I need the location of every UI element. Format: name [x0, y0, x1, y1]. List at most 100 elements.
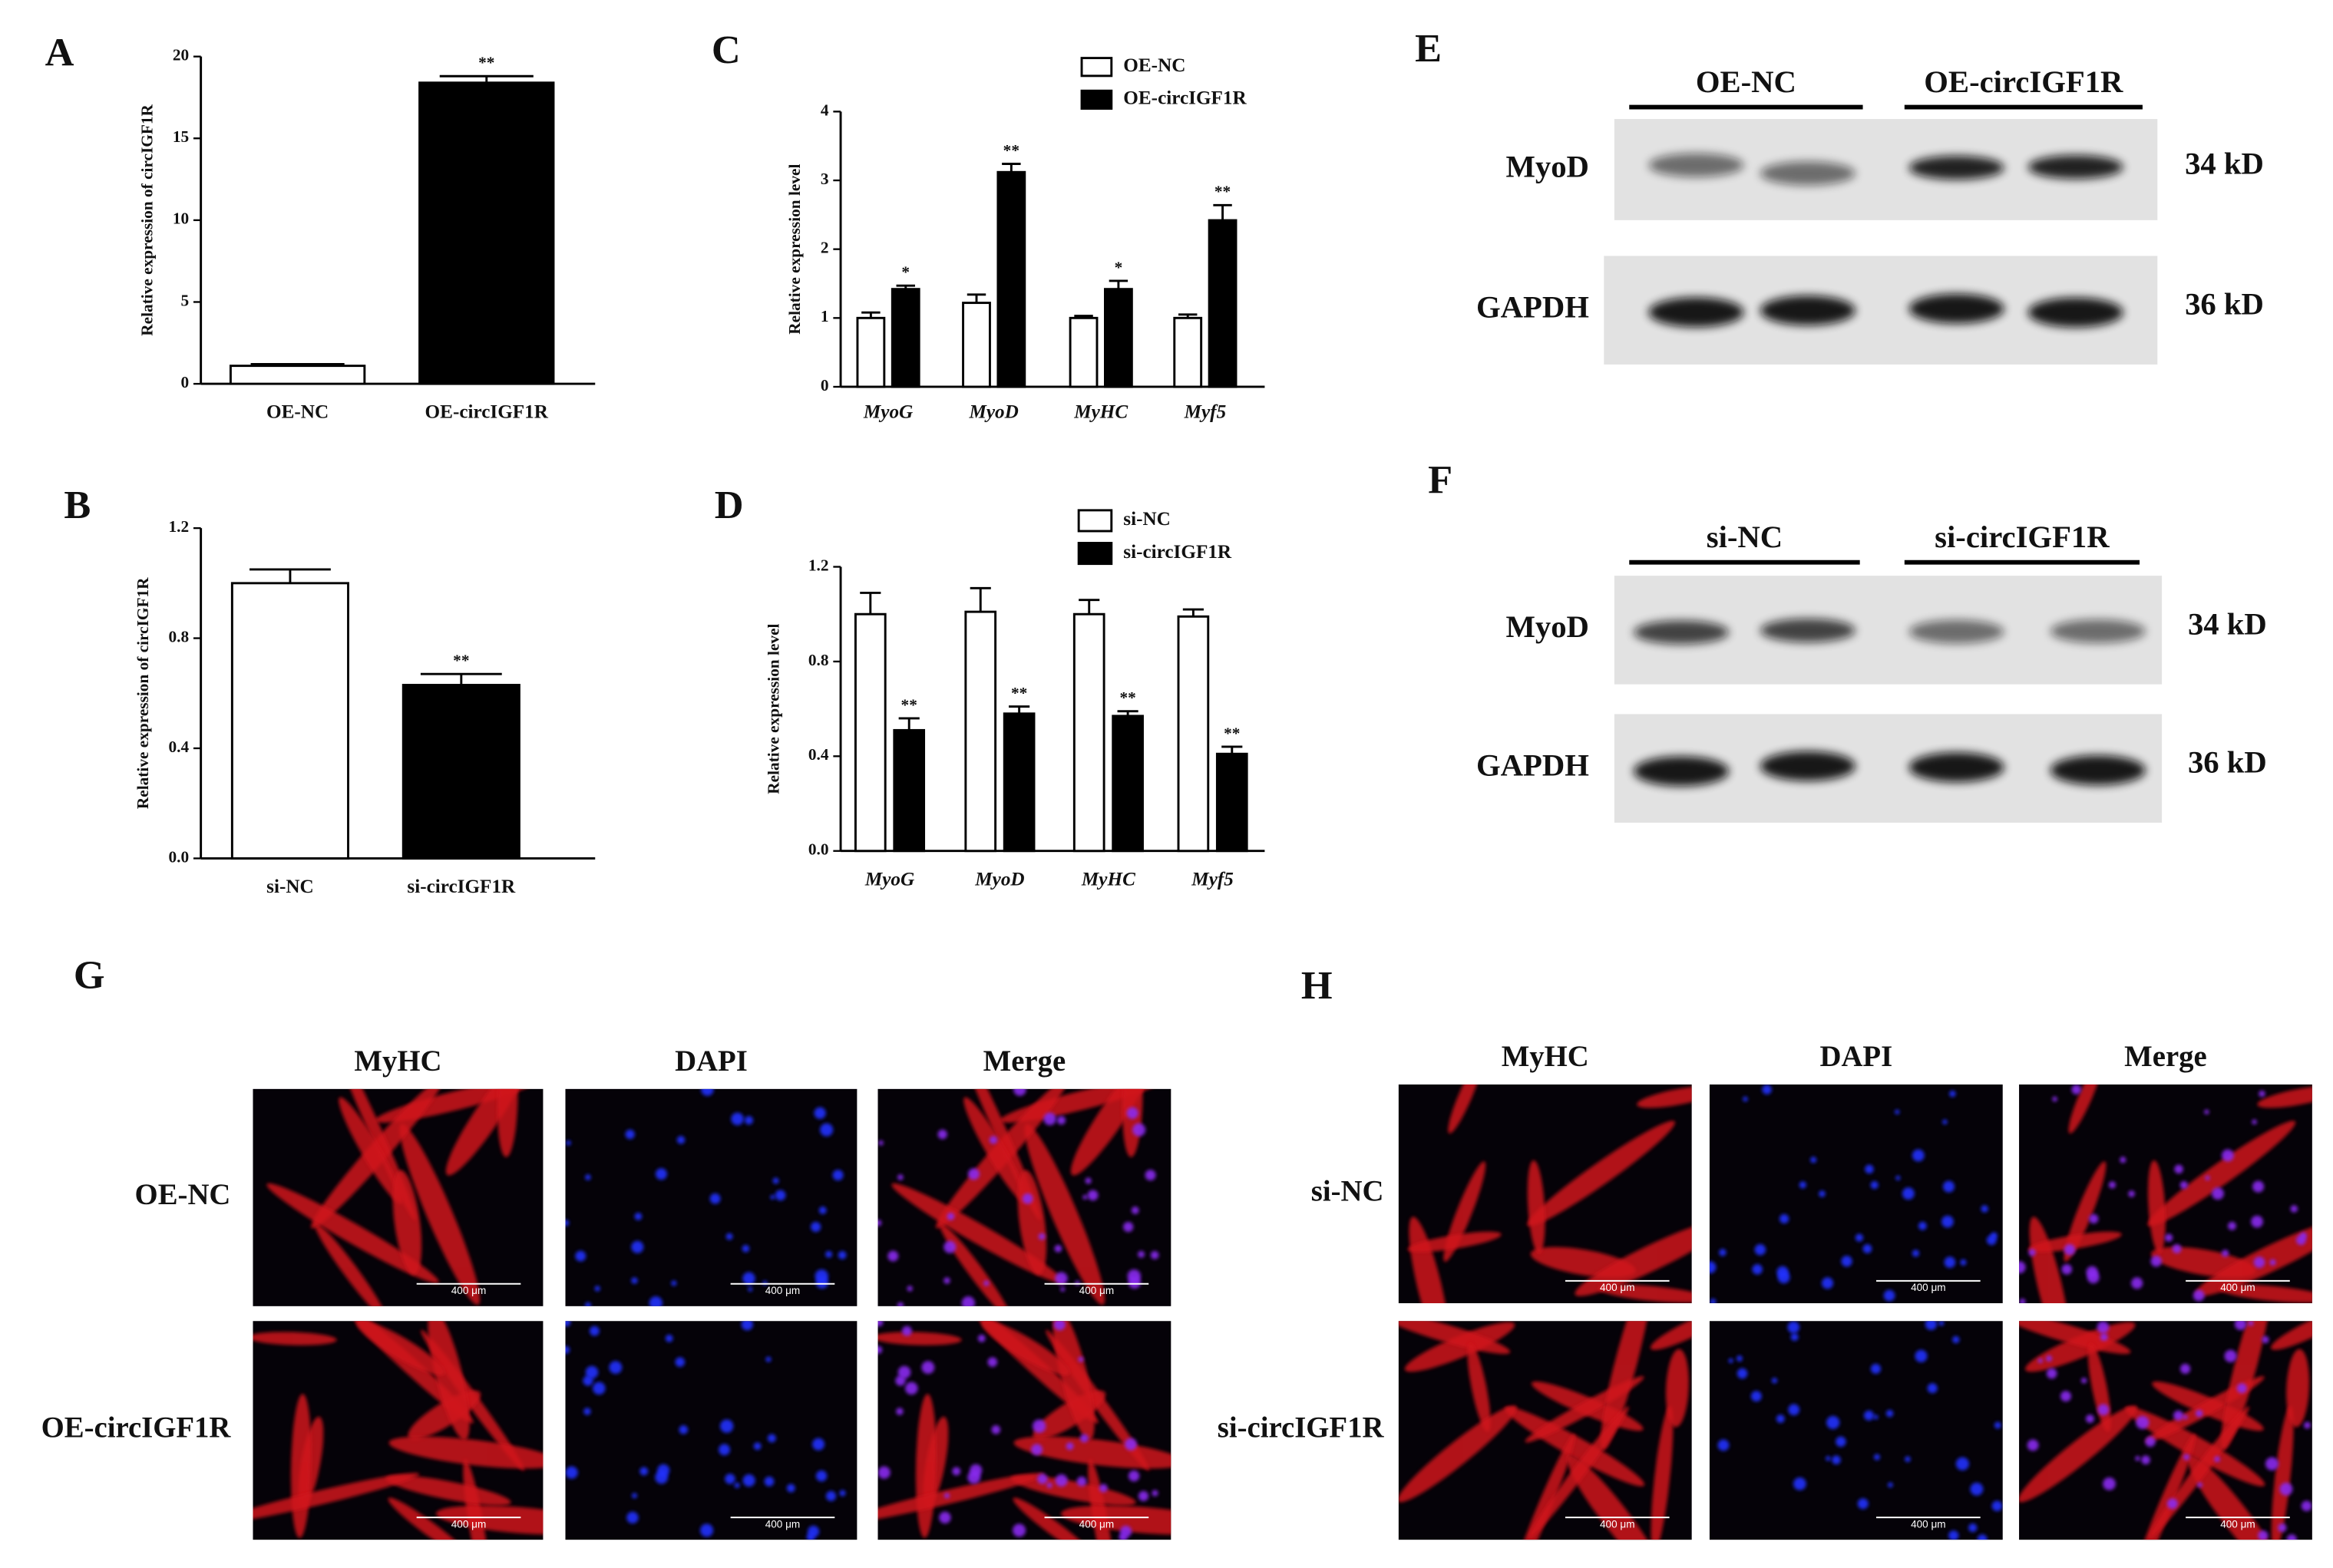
nucleus — [977, 1334, 986, 1342]
bar — [856, 316, 886, 388]
nucleus — [1944, 1256, 1956, 1269]
micrograph: 400 μm — [565, 1321, 858, 1540]
myotube — [1527, 1160, 1545, 1254]
blot-band — [2027, 297, 2123, 328]
nucleus — [1885, 1409, 1894, 1418]
nucleus — [2150, 1256, 2162, 1267]
nucleus — [1037, 1474, 1048, 1484]
blot-band — [1634, 620, 1730, 645]
blot-band — [1908, 619, 2004, 644]
nucleus — [1855, 1233, 1864, 1242]
nucleus — [905, 1381, 918, 1395]
column-header: DAPI — [675, 1045, 748, 1078]
nucleus — [1870, 1363, 1881, 1375]
nucleus — [2145, 1436, 2156, 1448]
nucleus — [1056, 1116, 1066, 1125]
nucleus — [2046, 1368, 2057, 1379]
myotube — [435, 1505, 544, 1535]
bar — [891, 288, 920, 388]
nucleus — [742, 1474, 755, 1487]
nucleus — [1737, 1368, 1748, 1379]
nucleus — [2087, 1271, 2100, 1284]
nucleus — [2278, 1523, 2287, 1533]
nucleus — [1905, 1456, 1911, 1462]
nucleus — [2252, 1119, 2257, 1125]
nucleus — [625, 1129, 635, 1140]
nucleus — [1826, 1415, 1840, 1430]
size-label: 34 kD — [2188, 606, 2267, 641]
nucleus — [1826, 1456, 1831, 1461]
nucleus — [741, 1321, 753, 1331]
nucleus — [1119, 1533, 1128, 1540]
micrograph-content — [565, 1088, 847, 1306]
myotube — [877, 1473, 1045, 1523]
myotube — [2147, 1121, 2296, 1226]
nucleus — [2183, 1415, 2188, 1420]
bar — [1003, 712, 1036, 853]
nucleus — [2299, 1232, 2308, 1240]
nucleus — [2131, 1277, 2143, 1289]
nucleus — [815, 1269, 828, 1283]
scale-bar-label: 400 μm — [1079, 1285, 1114, 1296]
x-tick-label: Myf5 — [1184, 402, 1227, 423]
nucleus — [2037, 1358, 2043, 1364]
nucleus — [655, 1471, 669, 1484]
nucleus — [1790, 1333, 1799, 1342]
nucleus — [877, 1321, 884, 1327]
nucleus — [987, 1357, 998, 1367]
y-tick-label: 20 — [173, 46, 189, 64]
nucleus — [1055, 1272, 1068, 1285]
nucleus — [2028, 1249, 2036, 1256]
myotube — [2195, 1218, 2312, 1296]
y-tick-label: 0.4 — [808, 745, 829, 764]
myotube — [428, 1321, 470, 1441]
nucleus — [1977, 1534, 1988, 1540]
nucleus — [1046, 1482, 1052, 1488]
nucleus — [814, 1107, 826, 1119]
legend-label: si-NC — [1123, 509, 1171, 530]
nucleus — [665, 1334, 673, 1342]
significance: ** — [1003, 141, 1019, 160]
nucleus — [742, 1272, 755, 1285]
myotube — [1637, 1085, 1692, 1108]
nucleus — [565, 1220, 570, 1226]
micrograph: 400 μm — [2019, 1321, 2312, 1540]
myotube — [385, 1475, 511, 1506]
nucleus — [2019, 1261, 2026, 1274]
nucleus — [1152, 1490, 1158, 1497]
legend-label: OE-circIGF1R — [1123, 88, 1247, 109]
nucleus — [1991, 1500, 2003, 1512]
nucleus — [725, 1233, 733, 1240]
nucleus — [1925, 1321, 1938, 1331]
myotube — [2068, 1084, 2103, 1134]
panel-label: C — [712, 28, 741, 72]
group-label: si-NC — [1707, 520, 1783, 554]
nucleus — [2224, 1349, 2237, 1362]
myotube — [388, 1497, 469, 1540]
micrograph: 400 μm — [253, 1321, 544, 1540]
nucleus — [770, 1194, 775, 1200]
nucleus — [1912, 1249, 1920, 1257]
nucleus — [1883, 1289, 1895, 1302]
bar — [962, 302, 991, 388]
nucleus — [584, 1302, 592, 1306]
nucleus — [2204, 1109, 2209, 1114]
legend-swatch — [1077, 542, 1113, 566]
nucleus — [2205, 1175, 2210, 1180]
nucleus — [1128, 1470, 1140, 1482]
nucleus — [1810, 1157, 1817, 1164]
micrograph-content — [266, 1088, 537, 1306]
micrograph-content — [1407, 1084, 1692, 1303]
nucleus — [1771, 1378, 1778, 1384]
panel-label: H — [1301, 963, 1333, 1008]
nucleus — [764, 1476, 775, 1487]
bar — [402, 684, 520, 860]
nucleus — [2214, 1456, 2220, 1462]
nucleus — [786, 1484, 795, 1493]
nucleus — [1799, 1181, 1806, 1189]
micrograph-content — [253, 1321, 544, 1540]
nucleus — [2164, 1233, 2173, 1242]
x-tick-label: MyoD — [968, 402, 1018, 423]
bar — [1208, 219, 1238, 388]
myotube — [399, 1124, 481, 1306]
